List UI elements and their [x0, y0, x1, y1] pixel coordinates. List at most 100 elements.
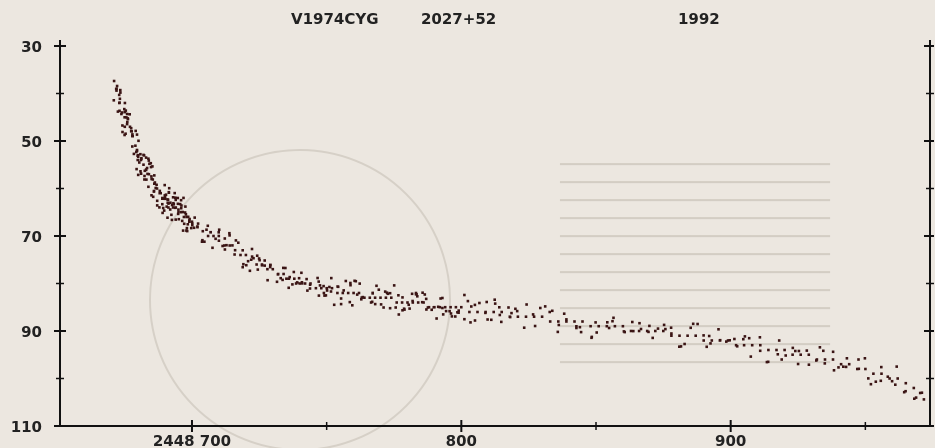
data-point [342, 289, 345, 292]
data-point [432, 306, 436, 309]
data-point [256, 268, 260, 271]
data-point [864, 367, 867, 371]
data-point [179, 210, 183, 214]
data-point [155, 204, 159, 207]
data-point [441, 306, 444, 310]
data-point [832, 369, 836, 372]
data-point [147, 159, 151, 162]
data-point [379, 303, 383, 306]
data-point [822, 349, 825, 353]
data-point [750, 343, 754, 347]
data-point [167, 202, 170, 205]
data-point [147, 185, 150, 189]
data-point [548, 310, 551, 314]
y-tick-label: 70 [21, 228, 42, 246]
data-point [180, 204, 183, 207]
data-point [395, 301, 398, 304]
data-point [233, 253, 236, 256]
data-point [686, 334, 689, 337]
data-point [314, 286, 318, 290]
data-point [176, 196, 180, 200]
data-point [185, 215, 188, 219]
data-point [683, 342, 686, 346]
data-point [155, 187, 159, 190]
chart-year: 1992 [678, 10, 720, 28]
data-point [390, 296, 393, 299]
data-point [664, 327, 667, 331]
data-point [623, 330, 626, 334]
data-point [869, 382, 873, 386]
data-point [904, 389, 907, 393]
data-point [486, 318, 489, 321]
data-point [266, 278, 269, 282]
data-point [856, 367, 859, 371]
data-point [629, 329, 633, 333]
data-point [136, 158, 139, 162]
data-point [355, 293, 359, 296]
data-point [159, 191, 162, 195]
data-point [595, 331, 598, 334]
data-point [128, 125, 132, 129]
data-point [388, 306, 392, 310]
data-point [118, 101, 121, 104]
data-point [255, 254, 259, 257]
data-point [281, 278, 284, 282]
data-point [305, 277, 308, 281]
data-point [323, 294, 326, 297]
data-point [490, 318, 493, 322]
data-point [507, 306, 510, 309]
data-point [339, 302, 343, 306]
data-point [579, 330, 583, 334]
data-point [170, 213, 173, 217]
data-point [178, 202, 182, 206]
data-point [805, 349, 809, 352]
data-point [317, 280, 320, 283]
data-point [201, 229, 205, 233]
data-point [556, 330, 560, 334]
data-point [292, 270, 296, 274]
data-point [152, 190, 156, 193]
data-point [167, 186, 171, 190]
data-point [125, 122, 129, 126]
data-point [654, 329, 657, 333]
data-point [863, 357, 867, 360]
data-point [336, 291, 339, 295]
data-point [718, 338, 722, 342]
data-point [191, 223, 194, 227]
data-point [225, 243, 228, 247]
data-point [525, 303, 528, 306]
data-point [332, 303, 336, 307]
data-point [493, 298, 496, 301]
data-point [123, 107, 126, 111]
data-point [134, 144, 137, 147]
data-point [423, 293, 427, 296]
data-point [260, 264, 264, 267]
paper-texture-circle [149, 149, 451, 448]
data-point [303, 282, 307, 285]
data-point [890, 379, 894, 383]
data-point [144, 168, 148, 172]
data-point [575, 326, 578, 330]
data-point [248, 269, 252, 273]
data-point [193, 216, 196, 219]
axes [59, 40, 931, 427]
data-point [348, 300, 352, 304]
data-point [221, 244, 224, 248]
data-point [823, 358, 827, 361]
data-point [758, 349, 762, 353]
data-point [874, 380, 878, 383]
data-point [880, 372, 883, 375]
data-point [167, 191, 171, 194]
data-point [126, 117, 129, 120]
data-point [284, 266, 287, 270]
data-point [797, 349, 801, 353]
data-point [473, 319, 477, 322]
data-point [171, 196, 175, 199]
data-point [217, 231, 220, 234]
data-point [678, 334, 681, 337]
data-point [895, 365, 898, 368]
data-point [330, 276, 333, 280]
data-point [300, 271, 303, 275]
data-point [510, 311, 513, 315]
data-point [815, 359, 818, 362]
